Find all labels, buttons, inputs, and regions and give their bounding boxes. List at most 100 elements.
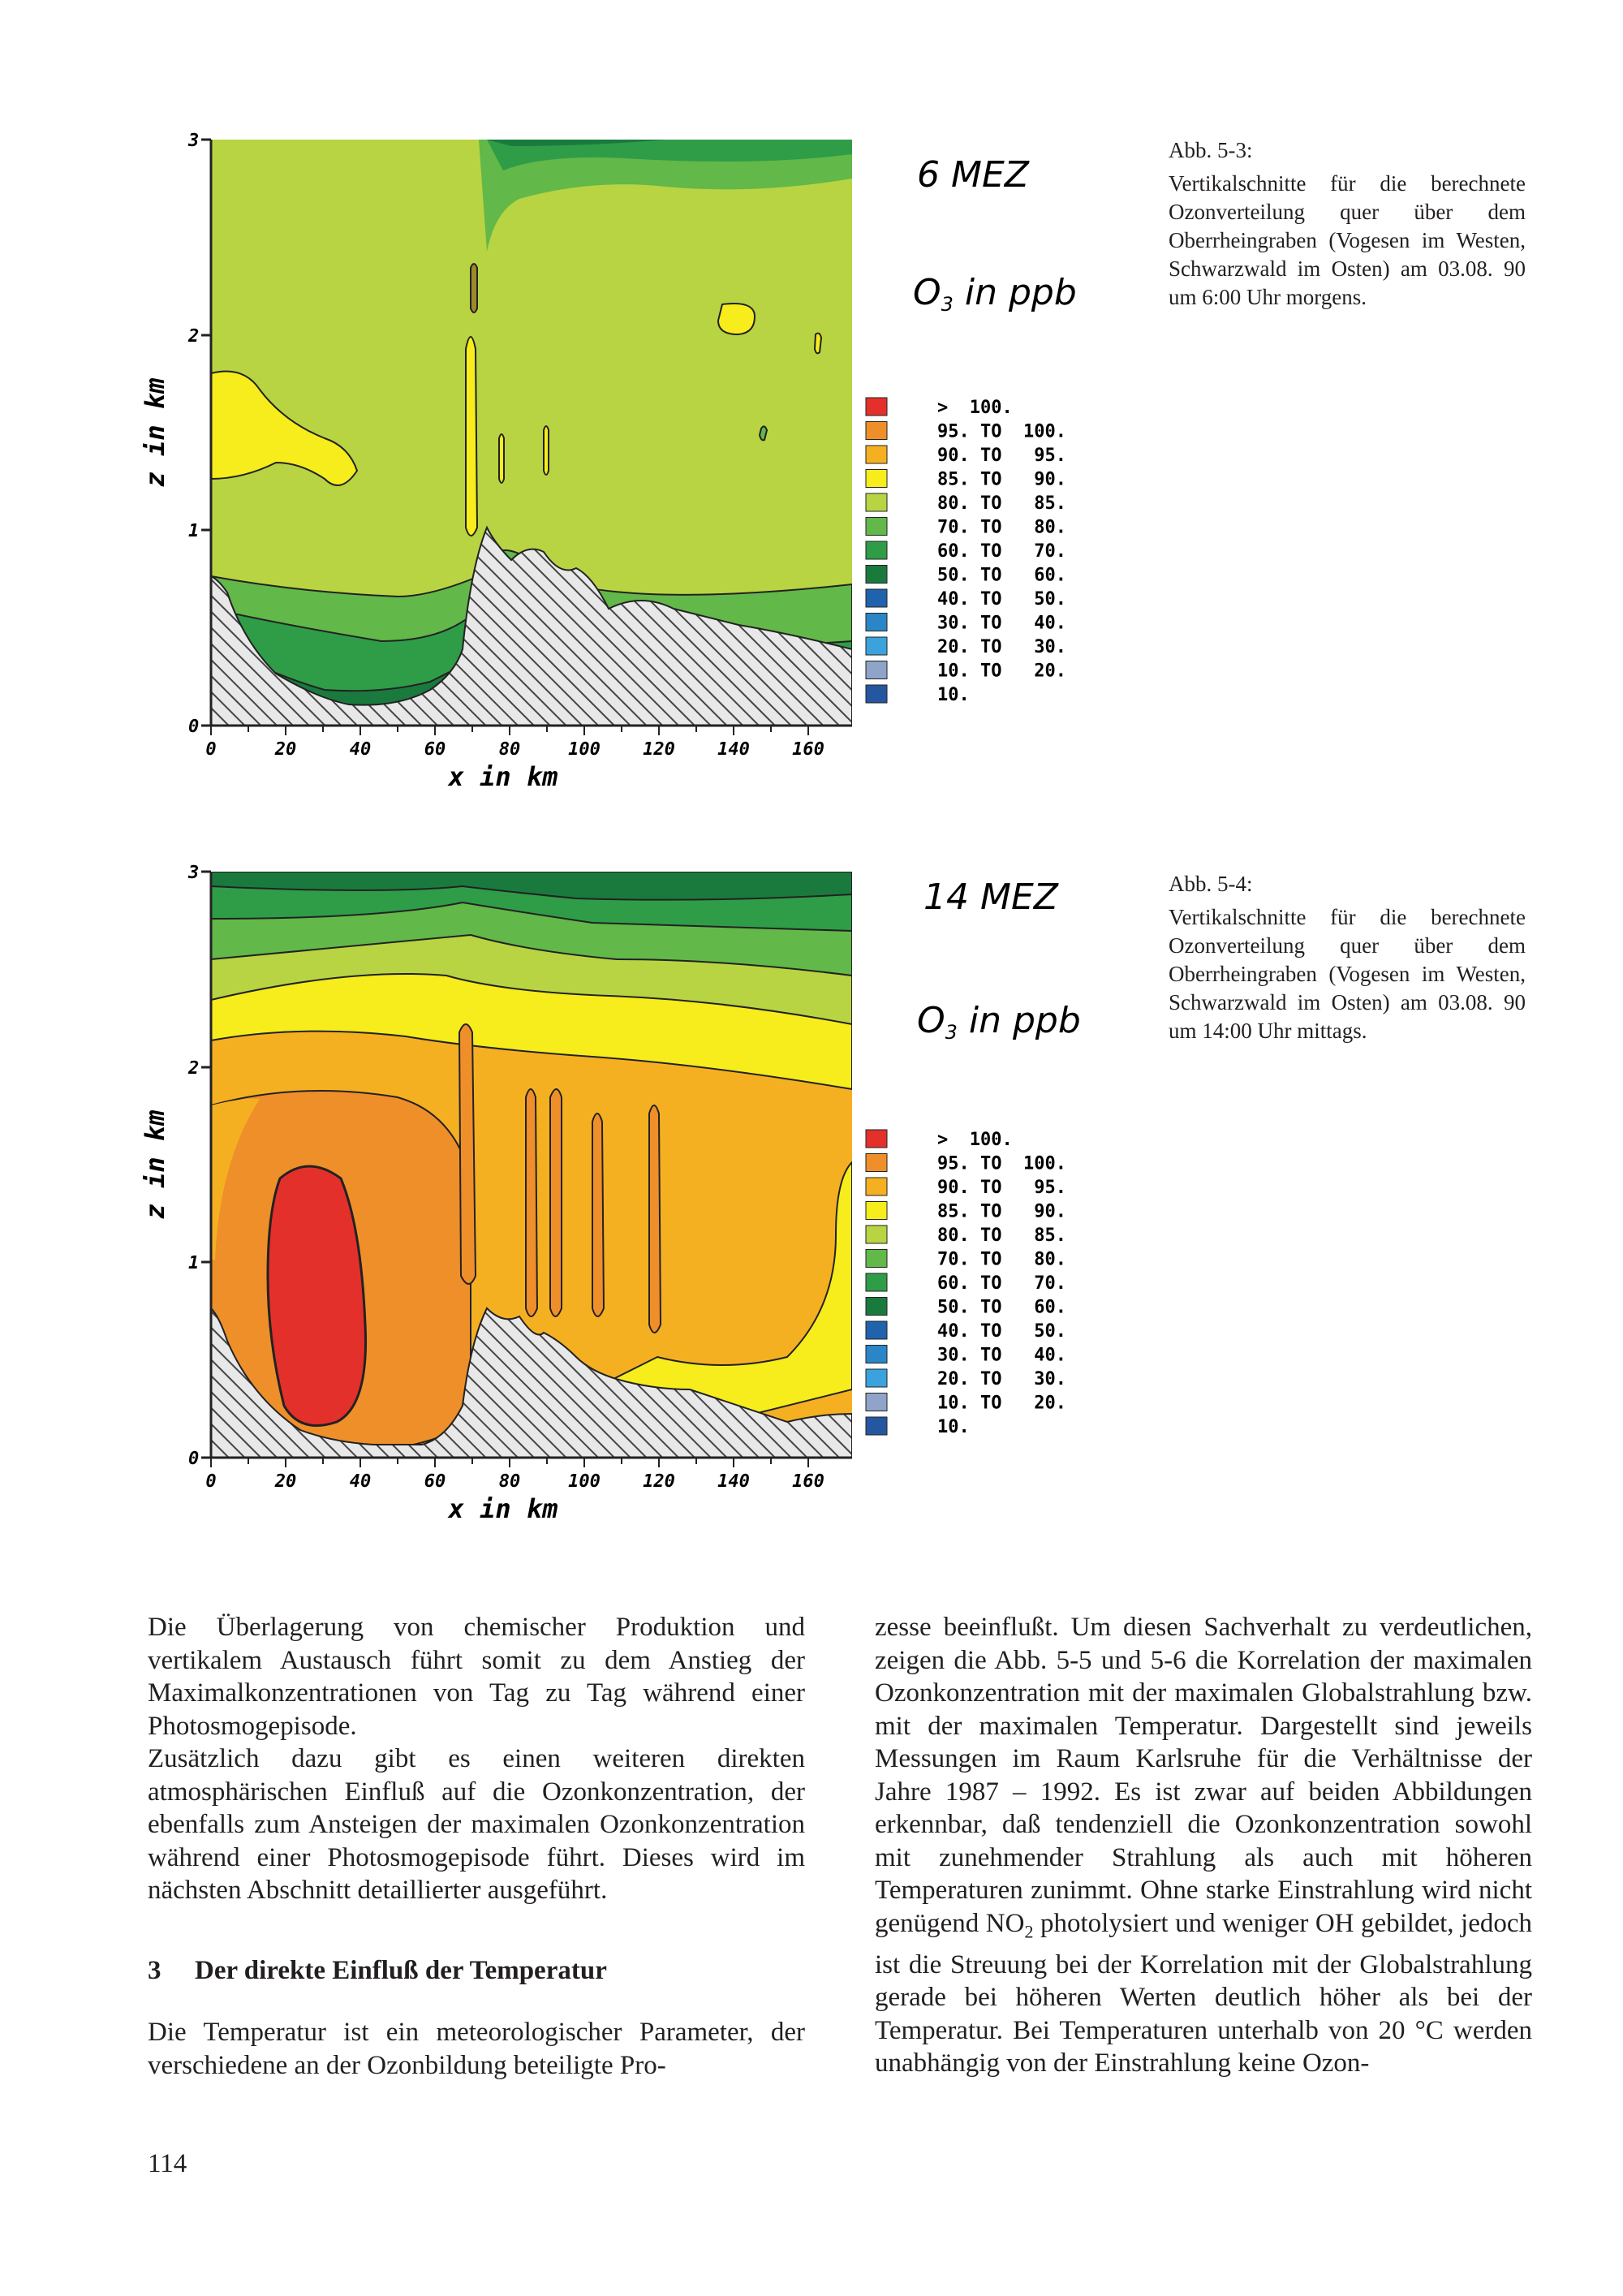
quantity-label: O3 in ppb (917, 1000, 1081, 1044)
y-axis-label: z in km (140, 1110, 170, 1220)
x-axis-ticks: 0 20 40 60 80 100 120 140 160 (205, 1471, 824, 1492)
legend-swatch (865, 541, 888, 560)
x-tick-label: 0 (205, 739, 216, 760)
x-axis-label: x in km (447, 1493, 558, 1524)
legend-swatch (865, 565, 888, 584)
x-tick-label: 120 (643, 1471, 675, 1492)
legend-label: 60. TO 70. (937, 1273, 1066, 1294)
caption-title: Abb. 5-3: (1169, 138, 1253, 162)
y-axis-ticks: 0 1 2 3 (187, 863, 211, 1469)
section-title: Der direkte Einfluß der Temperatur (195, 1955, 607, 1985)
legend-swatch (865, 1345, 888, 1363)
legend-swatch (865, 1225, 888, 1244)
x-tick-label: 20 (274, 1471, 297, 1492)
time-label: 6 MEZ (917, 154, 1030, 196)
legend-label: 90. TO 95. (937, 1178, 1066, 1198)
legend-swatch (865, 613, 888, 631)
y-tick-label: 3 (187, 131, 199, 151)
paragraph: Die Überlagerung von chemischer Produkti… (148, 1613, 805, 1741)
paragraph: Die Temperatur ist ein meteorologischer … (148, 2018, 805, 2080)
x-tick-label: 140 (717, 1471, 750, 1492)
x-tick-label: 80 (499, 739, 521, 760)
legend-swatch (865, 1393, 888, 1411)
ozone-max-region (266, 1165, 368, 1427)
contour-plot-14-mez: 0 1 2 3 0 20 40 60 80 100 120 140 160 (140, 863, 1081, 1524)
x-axis-label: x in km (447, 761, 558, 792)
legend-swatch (865, 588, 888, 608)
caption-abb-5-3: Abb. 5-3: Vertikalschnitte für die berec… (1169, 136, 1526, 312)
caption-title: Abb. 5-4: (1169, 872, 1253, 896)
legend-label: 10. TO 20. (937, 661, 1066, 682)
section-heading: 3 Der direkte Einfluß der Temperatur (148, 1954, 805, 1988)
legend-label: 80. TO 85. (937, 1226, 1066, 1246)
legend-label: 30. TO 40. (937, 614, 1066, 634)
legend-label: 40. TO 50. (937, 1321, 1066, 1342)
x-tick-label: 100 (568, 739, 601, 760)
x-tick-label: 160 (792, 1471, 824, 1492)
figure-14-mez: 0 1 2 3 0 20 40 60 80 100 120 140 160 (138, 854, 1112, 1552)
y-axis-ticks: 0 1 2 3 (187, 131, 211, 737)
legend-swatch (865, 493, 888, 512)
legend-swatch (865, 636, 888, 656)
legend-label: 95. TO 100. (937, 422, 1066, 442)
legend-label: 10. TO 20. (937, 1394, 1066, 1414)
x-tick-label: 80 (499, 1471, 521, 1492)
legend-label: 90. TO 95. (937, 446, 1066, 466)
legend-label: 80. TO 85. (937, 493, 1066, 514)
text-column-right: zesse beeinflußt. Um diesen Sachverhalt … (875, 1611, 1532, 2080)
legend-swatch (865, 1416, 888, 1436)
legend-label: 50. TO 60. (937, 1298, 1066, 1318)
x-tick-label: 0 (205, 1471, 216, 1492)
legend-swatch (865, 1201, 888, 1220)
x-tick-label: 60 (424, 739, 446, 760)
legend-swatch (865, 1297, 888, 1316)
caption-text: Vertikalschnitte für die berechnete Ozon… (1169, 905, 1526, 1043)
legend-label: 20. TO 30. (937, 637, 1066, 657)
x-tick-label: 40 (350, 1471, 372, 1492)
legend-label: 70. TO 80. (937, 1250, 1066, 1270)
legend: > 100. 95. TO 100. 90. TO 95. 85. TO 90. 80.… (865, 1129, 1066, 1437)
y-tick-label: 2 (187, 1058, 199, 1079)
x-tick-label: 40 (350, 739, 372, 760)
legend-label: 40. TO 50. (937, 589, 1066, 610)
y-tick-label: 0 (188, 1449, 199, 1469)
contour-plot-6-mez: 0 1 2 3 0 20 40 60 80 100 120 140 160 (140, 131, 1077, 792)
legend-label: > 100. (937, 398, 1013, 418)
y-tick-label: 1 (188, 1253, 199, 1273)
page-number: 114 (148, 2149, 187, 2178)
legend-label: 95. TO 100. (937, 1154, 1066, 1174)
x-tick-label: 100 (568, 1471, 601, 1492)
paragraph: zesse beeinflußt. Um diesen Sachverhalt … (875, 1613, 1532, 2078)
legend-swatch (865, 684, 888, 704)
terrain-hatched (211, 1307, 852, 1458)
legend-swatch (865, 469, 888, 488)
legend-label: > 100. (937, 1130, 1013, 1150)
x-tick-label: 140 (717, 739, 750, 760)
paragraph: Zusätzlich dazu gibt es einen weiteren d… (148, 1744, 805, 1905)
y-axis-label: z in km (140, 378, 170, 488)
legend: > 100. 95. TO 100. 90. TO 95. 85. TO 90. 80.… (865, 397, 1066, 705)
legend-swatch (865, 1249, 888, 1268)
y-tick-label: 0 (188, 717, 199, 737)
legend-label: 30. TO 40. (937, 1346, 1066, 1366)
y-tick-label: 3 (187, 863, 199, 883)
legend-label: 50. TO 60. (937, 566, 1066, 586)
legend-label: 70. TO 80. (937, 518, 1066, 538)
legend-label: 20. TO 30. (937, 1369, 1066, 1389)
legend-swatch (865, 397, 888, 416)
legend-swatch (865, 1177, 888, 1196)
x-tick-label: 60 (424, 1471, 446, 1492)
figure-6-mez: 0 1 2 3 0 20 40 60 80 100 120 140 160 (138, 122, 1112, 820)
legend-swatch (865, 661, 888, 679)
y-tick-label: 1 (188, 521, 199, 541)
x-tick-label: 160 (792, 739, 824, 760)
legend-swatch (865, 1153, 888, 1172)
legend-label: 60. TO 70. (937, 541, 1066, 562)
legend-label: 85. TO 90. (937, 1202, 1066, 1222)
legend-label: 10. (937, 685, 970, 705)
x-axis-ticks: 0 20 40 60 80 100 120 140 160 (205, 739, 824, 760)
legend-swatch (865, 517, 888, 536)
legend-swatch (865, 1273, 888, 1292)
text-column-left: Die Überlagerung von chemischer Produkti… (148, 1611, 805, 2082)
legend-label: 85. TO 90. (937, 470, 1066, 490)
